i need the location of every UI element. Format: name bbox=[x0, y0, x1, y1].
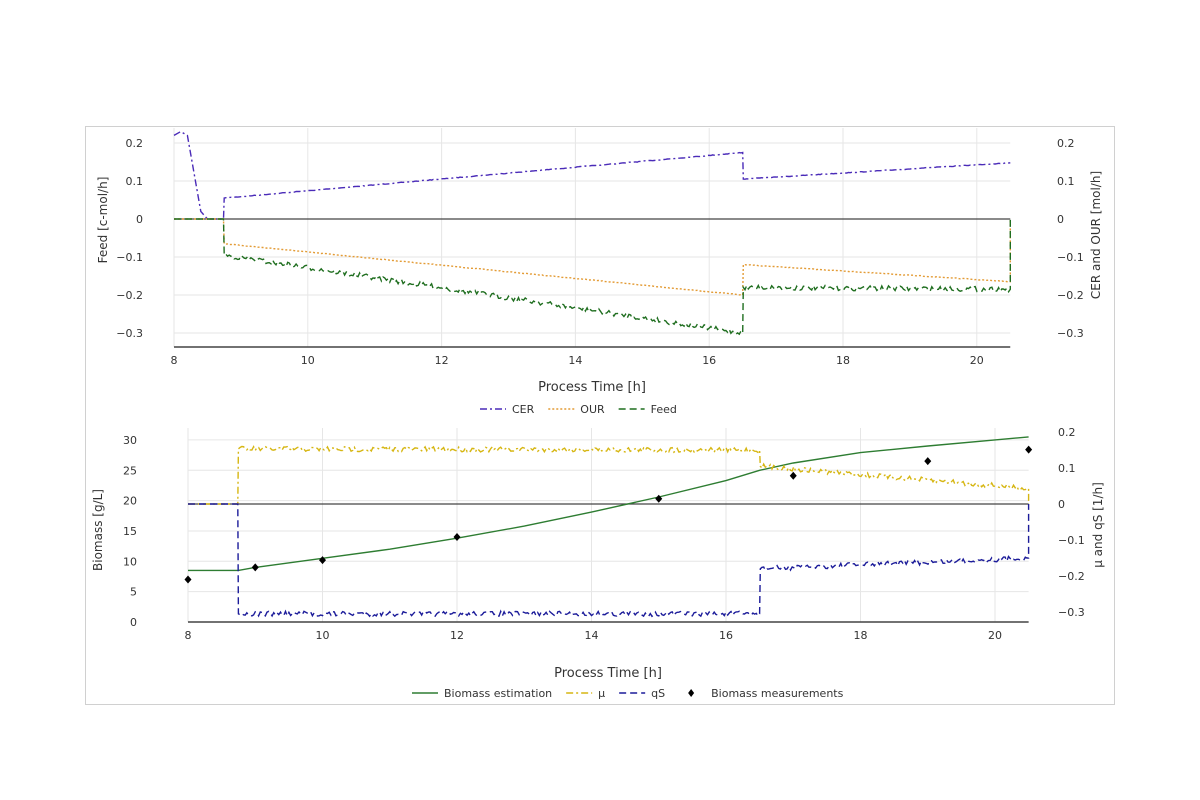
legend-marker-diamond bbox=[688, 689, 695, 697]
top-chart: Process Time [h] Feed [c-mol/h] CER and … bbox=[96, 128, 1103, 416]
top-x-axis-title: Process Time [h] bbox=[538, 380, 646, 395]
x-tick-label: 14 bbox=[585, 629, 599, 642]
x-tick-label: 8 bbox=[171, 354, 178, 367]
biomass-measurement-point bbox=[789, 471, 797, 480]
y-left-tick-label: −0.1 bbox=[116, 251, 143, 264]
y-right-tick-label: −0.2 bbox=[1058, 570, 1085, 583]
bottom-y-axis-left-title: Biomass [g/L] bbox=[91, 489, 105, 571]
y-left-tick-label: −0.3 bbox=[116, 327, 143, 340]
y-right-tick-label: −0.2 bbox=[1057, 289, 1084, 302]
legend-label: OUR bbox=[580, 403, 605, 416]
x-tick-label: 20 bbox=[970, 354, 984, 367]
biomass-measurement-point bbox=[319, 556, 326, 565]
y-right-tick-label: 0 bbox=[1058, 498, 1065, 511]
x-tick-label: 16 bbox=[702, 354, 716, 367]
biomass-measurement-point bbox=[453, 533, 461, 542]
legend-label: CER bbox=[512, 403, 535, 416]
x-tick-label: 10 bbox=[316, 629, 330, 642]
bottom-x-axis-title: Process Time [h] bbox=[554, 666, 662, 681]
y-left-tick-label: 0 bbox=[130, 616, 137, 629]
y-left-tick-label: 15 bbox=[123, 525, 137, 538]
y-right-tick-label: 0.2 bbox=[1057, 137, 1075, 150]
y-left-tick-label: −0.2 bbox=[116, 289, 143, 302]
y-right-tick-label: 0.1 bbox=[1057, 175, 1075, 188]
biomass-measurement-point bbox=[251, 563, 259, 572]
x-tick-label: 12 bbox=[435, 354, 449, 367]
y-left-tick-label: 5 bbox=[130, 586, 137, 599]
top-y-axis-right-title: CER and OUR [mol/h] bbox=[1089, 171, 1103, 299]
y-right-tick-label: 0.1 bbox=[1058, 462, 1076, 475]
series-line-qs bbox=[188, 503, 1030, 618]
legend-label: Feed bbox=[651, 403, 677, 416]
y-right-tick-label: −0.1 bbox=[1057, 251, 1084, 264]
y-left-tick-label: 20 bbox=[123, 495, 137, 508]
bottom-y-axis-right-title: μ and qS [1/h] bbox=[1091, 482, 1105, 568]
y-left-tick-label: 10 bbox=[123, 555, 137, 568]
y-right-tick-label: −0.3 bbox=[1058, 606, 1085, 619]
x-tick-label: 20 bbox=[988, 629, 1002, 642]
x-tick-label: 14 bbox=[568, 354, 582, 367]
legend-label: qS bbox=[651, 687, 665, 700]
y-left-tick-label: 30 bbox=[123, 434, 137, 447]
legend-label: Biomass measurements bbox=[711, 687, 843, 700]
legend-label: Biomass estimation bbox=[444, 687, 552, 700]
y-right-tick-label: 0 bbox=[1057, 213, 1064, 226]
y-left-tick-label: 0 bbox=[136, 213, 143, 226]
y-right-tick-label: −0.1 bbox=[1058, 534, 1085, 547]
series-line-cer bbox=[173, 130, 1011, 220]
y-right-tick-label: 0.2 bbox=[1058, 426, 1076, 439]
y-left-tick-label: 0.2 bbox=[126, 137, 144, 150]
x-tick-label: 18 bbox=[854, 629, 868, 642]
top-y-axis-left-title: Feed [c-mol/h] bbox=[96, 177, 110, 264]
series-line-biomass-estimation bbox=[188, 436, 1029, 572]
biomass-measurement-point bbox=[184, 575, 192, 584]
y-left-tick-label: 0.1 bbox=[126, 175, 144, 188]
y-left-tick-label: 25 bbox=[123, 464, 137, 477]
x-tick-label: 12 bbox=[450, 629, 464, 642]
figure-frame bbox=[85, 126, 1115, 705]
y-right-tick-label: −0.3 bbox=[1057, 327, 1084, 340]
legend-label: μ bbox=[598, 687, 605, 700]
biomass-measurement-point bbox=[655, 494, 663, 503]
x-tick-label: 16 bbox=[719, 629, 733, 642]
x-tick-label: 8 bbox=[185, 629, 192, 642]
series-line-our bbox=[174, 218, 1011, 296]
biomass-measurement-point bbox=[924, 457, 932, 466]
biomass-measurement-point bbox=[1025, 445, 1033, 454]
x-tick-label: 18 bbox=[836, 354, 850, 367]
x-tick-label: 10 bbox=[301, 354, 315, 367]
series-line-- bbox=[188, 445, 1030, 505]
series-line-feed bbox=[174, 218, 1011, 336]
bottom-chart: Process Time [h] Biomass [g/L] μ and qS … bbox=[91, 426, 1105, 700]
